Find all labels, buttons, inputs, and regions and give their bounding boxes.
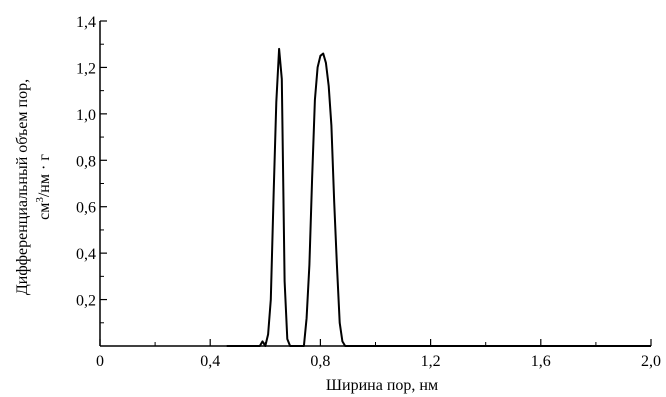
y-axis-title-line2: см3/нм · г [34, 154, 53, 220]
y-tick-label: 1,2 [76, 60, 96, 77]
x-tick-label: 0 [96, 353, 104, 370]
x-tick-label: 2,0 [641, 353, 661, 370]
ticks [99, 20, 652, 346]
y-axis-title-line1: Дифференциальный объем пор, [14, 79, 31, 295]
y-tick-label: 1,4 [76, 14, 96, 31]
x-tick-label: 0,8 [310, 353, 330, 370]
y-axis-title-2: см3/нм · г [34, 154, 53, 220]
x-axis-title: Ширина пор, нм [326, 377, 438, 394]
x-tick-label: 1,6 [531, 353, 551, 370]
series [226, 47, 651, 347]
y-tick-label: 0,8 [76, 153, 96, 170]
y-tick-label: 1,0 [76, 107, 96, 124]
y-tick-label: 0,4 [76, 246, 96, 263]
tick-labels: 0 0,4 0,8 1,2 1,6 2,0 0,2 0,4 0,6 0,8 1,0 1,2 1,4 [76, 14, 661, 370]
y-unit-sup: 3 [34, 197, 46, 203]
x-tick-label: 0,4 [200, 353, 220, 370]
y-tick-label: 0,6 [76, 200, 96, 217]
y-unit-prefix: см [36, 203, 53, 220]
axes [99, 21, 651, 347]
series-line [226, 47, 651, 347]
y-axis-title: Дифференциальный объем пор, [14, 79, 31, 295]
y-tick-label: 0,2 [76, 293, 96, 310]
x-tick-label: 1,2 [421, 353, 441, 370]
y-unit-suffix: /нм · г [36, 154, 53, 197]
